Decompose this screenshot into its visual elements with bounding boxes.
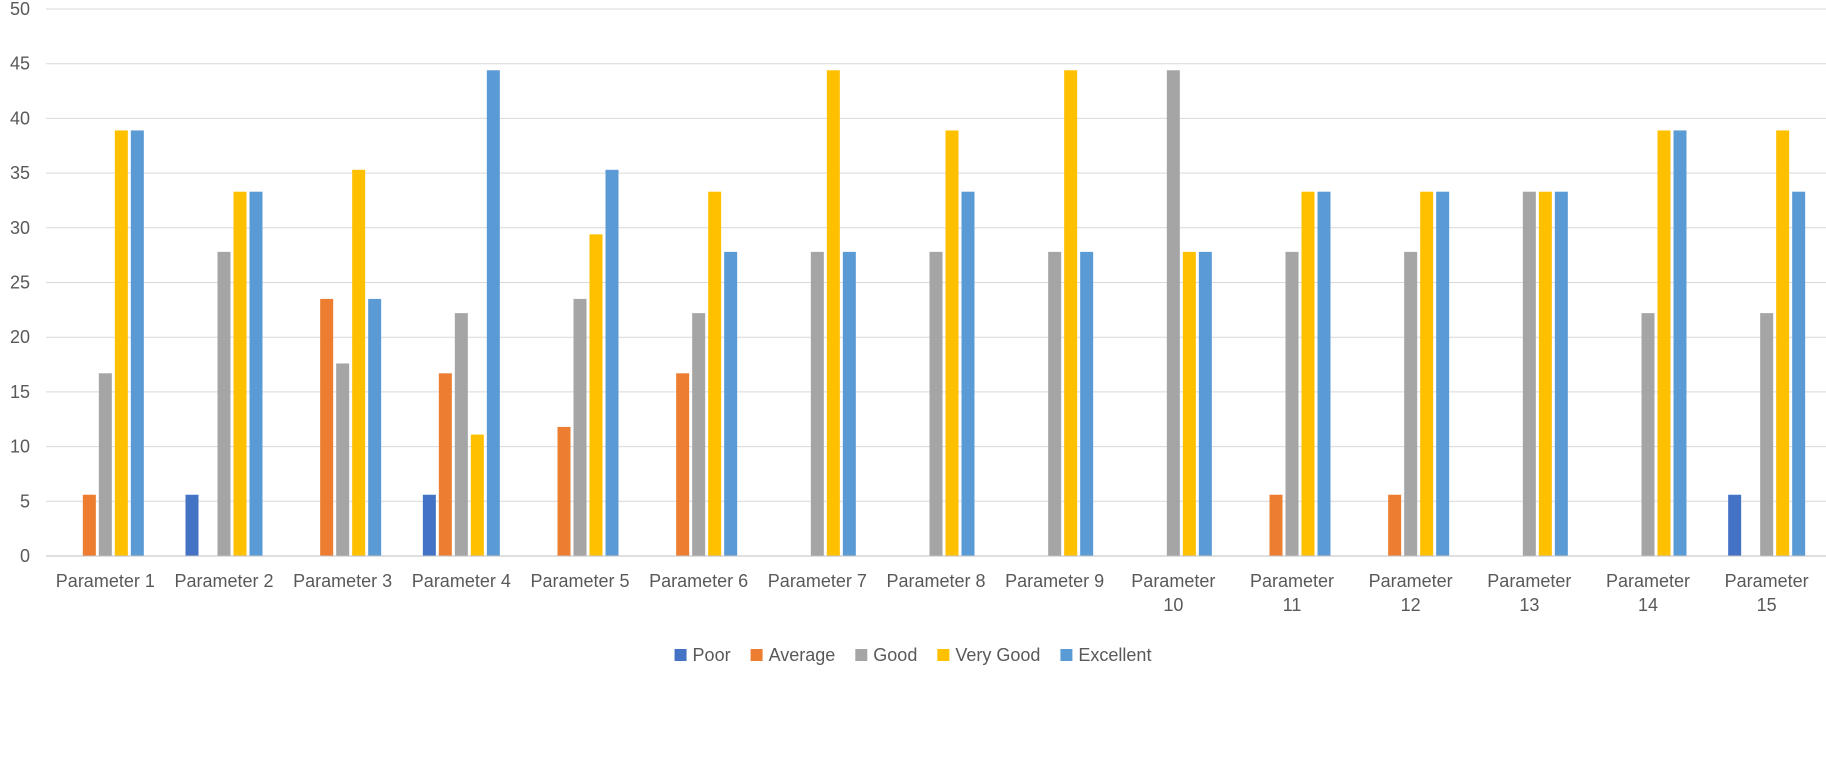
- bar: [589, 234, 603, 556]
- bar: [185, 494, 199, 556]
- bar: [1657, 130, 1671, 556]
- bar: [692, 313, 706, 556]
- y-tick-label: 35: [10, 163, 30, 183]
- bar: [1436, 191, 1450, 556]
- x-tick-label: Parameter 15: [1725, 571, 1809, 615]
- bar: [368, 298, 382, 556]
- bar: [1301, 191, 1315, 556]
- x-tick-label: Parameter 13: [1487, 571, 1571, 615]
- bar: [1538, 191, 1552, 556]
- x-tick-label: Parameter 8: [886, 571, 985, 591]
- bar: [454, 313, 468, 556]
- bar: [352, 169, 366, 556]
- y-tick-label: 5: [20, 491, 30, 511]
- bar: [130, 130, 144, 556]
- bar: [842, 251, 856, 557]
- x-axis-category-labels: Parameter 1 Parameter 2 Parameter 3 Paramet…: [56, 571, 1809, 615]
- legend-label: Good: [873, 645, 917, 665]
- bar: [470, 434, 484, 556]
- x-tick-label: Parameter 9: [1005, 571, 1104, 591]
- x-tick-label: Parameter 7: [768, 571, 867, 591]
- x-tick-label: Parameter 12: [1369, 571, 1453, 615]
- bar: [1269, 494, 1283, 556]
- y-tick-label: 40: [10, 108, 30, 128]
- bar: [826, 70, 840, 556]
- bar: [1760, 313, 1774, 556]
- x-tick-label: Parameter 1: [56, 571, 155, 591]
- x-tick-label: Parameter 5: [530, 571, 629, 591]
- bar: [1285, 251, 1299, 557]
- x-tick-label: Parameter 6: [649, 571, 748, 591]
- legend: Poor Average Good Very Good Excellent: [674, 645, 1151, 665]
- bar: [1064, 70, 1078, 556]
- bar: [1166, 70, 1180, 556]
- x-tick-label: Parameter 4: [412, 571, 511, 591]
- bar: [1792, 191, 1806, 556]
- bar: [1182, 251, 1196, 557]
- bar: [557, 426, 571, 556]
- bar: [486, 70, 500, 556]
- legend-swatch: [1060, 649, 1073, 661]
- bar: [82, 494, 96, 556]
- bar: [1404, 251, 1418, 557]
- y-tick-label: 50: [10, 0, 30, 19]
- bar: [1522, 191, 1536, 556]
- legend-swatch: [937, 649, 950, 661]
- bar: [1641, 313, 1655, 556]
- bar: [1080, 251, 1094, 557]
- legend-swatch: [855, 649, 868, 661]
- bar: [724, 251, 738, 557]
- y-tick-label: 10: [10, 437, 30, 457]
- legend-label: Very Good: [955, 645, 1040, 665]
- bar: [1388, 494, 1402, 556]
- y-tick-label: 45: [10, 54, 30, 74]
- bar: [98, 373, 112, 556]
- bar: [217, 251, 231, 557]
- bar: [1420, 191, 1434, 556]
- bar: [114, 130, 128, 556]
- legend-label: Average: [769, 645, 836, 665]
- y-tick-label: 30: [10, 218, 30, 238]
- bar: [961, 191, 975, 556]
- bar: [1728, 494, 1742, 556]
- x-tick-label: Parameter 11: [1250, 571, 1334, 615]
- x-tick-label: Parameter 10: [1131, 571, 1215, 615]
- bar: [945, 130, 959, 556]
- y-tick-label: 0: [20, 546, 30, 566]
- bar: [605, 169, 619, 556]
- y-axis-tick-labels: 0 5 10 15 20 25 30 35 40 45 50: [10, 0, 30, 566]
- bar: [573, 298, 587, 556]
- bar: [320, 298, 334, 556]
- bar: [708, 191, 722, 556]
- bar: [1317, 191, 1331, 556]
- x-tick-label: Parameter 14: [1606, 571, 1690, 615]
- legend-swatch: [750, 649, 763, 661]
- legend-label: Poor: [693, 645, 731, 665]
- bar: [1673, 130, 1687, 556]
- bar: [1554, 191, 1568, 556]
- bar: [336, 363, 350, 556]
- y-tick-label: 20: [10, 327, 30, 347]
- bar: [1048, 251, 1062, 557]
- y-tick-label: 25: [10, 273, 30, 293]
- legend-swatch: [674, 649, 687, 661]
- bar: [1776, 130, 1790, 556]
- bar: [1198, 251, 1212, 557]
- legend-label: Excellent: [1078, 645, 1151, 665]
- bar: [810, 251, 824, 557]
- bar: [422, 494, 436, 556]
- x-tick-label: Parameter 3: [293, 571, 392, 591]
- y-tick-label: 15: [10, 382, 30, 402]
- bar: [233, 191, 247, 556]
- bars: [82, 70, 1806, 557]
- x-tick-label: Parameter 2: [174, 571, 273, 591]
- bar: [438, 373, 452, 556]
- bar: [676, 373, 690, 556]
- bar: [249, 191, 263, 556]
- bar: [929, 251, 943, 557]
